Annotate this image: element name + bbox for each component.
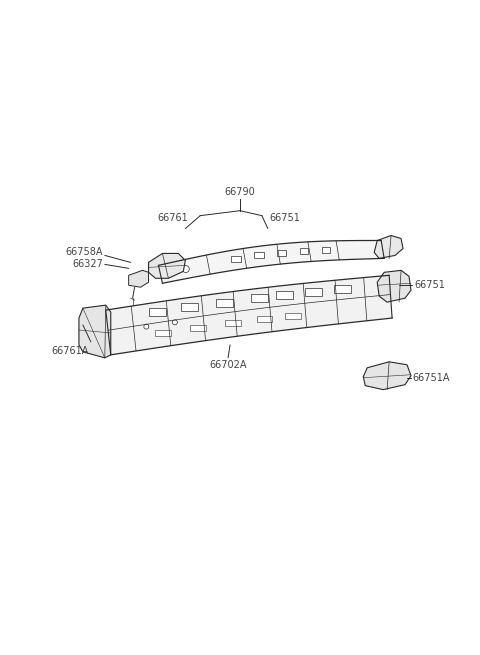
Polygon shape — [254, 252, 264, 259]
Polygon shape — [276, 291, 293, 299]
Polygon shape — [149, 308, 166, 316]
Polygon shape — [129, 271, 148, 288]
Polygon shape — [216, 299, 233, 307]
Polygon shape — [158, 240, 384, 283]
Polygon shape — [257, 316, 272, 322]
Polygon shape — [377, 271, 411, 302]
Circle shape — [168, 269, 175, 276]
Polygon shape — [277, 250, 286, 256]
Polygon shape — [106, 275, 392, 355]
Text: 66761: 66761 — [157, 213, 188, 223]
Text: 66761A: 66761A — [51, 346, 89, 356]
Polygon shape — [363, 362, 411, 390]
Polygon shape — [334, 286, 350, 293]
Polygon shape — [156, 330, 171, 336]
Polygon shape — [374, 236, 403, 259]
Polygon shape — [225, 320, 240, 326]
Polygon shape — [323, 247, 330, 253]
Text: 66327: 66327 — [72, 259, 103, 269]
Text: 66751A: 66751A — [412, 373, 449, 383]
Text: 66758A: 66758A — [65, 248, 103, 257]
Polygon shape — [305, 288, 322, 296]
Polygon shape — [79, 305, 111, 358]
Polygon shape — [285, 312, 301, 319]
Polygon shape — [300, 248, 308, 254]
Circle shape — [144, 324, 149, 329]
Text: 66751: 66751 — [414, 280, 445, 290]
Polygon shape — [190, 325, 206, 331]
Polygon shape — [148, 253, 185, 278]
Polygon shape — [181, 303, 198, 311]
Text: 66751: 66751 — [270, 213, 300, 223]
Circle shape — [182, 265, 189, 272]
Polygon shape — [231, 255, 241, 262]
Polygon shape — [251, 294, 268, 302]
Text: 66702A: 66702A — [209, 360, 247, 370]
Circle shape — [172, 320, 178, 325]
Text: 66790: 66790 — [225, 187, 255, 196]
